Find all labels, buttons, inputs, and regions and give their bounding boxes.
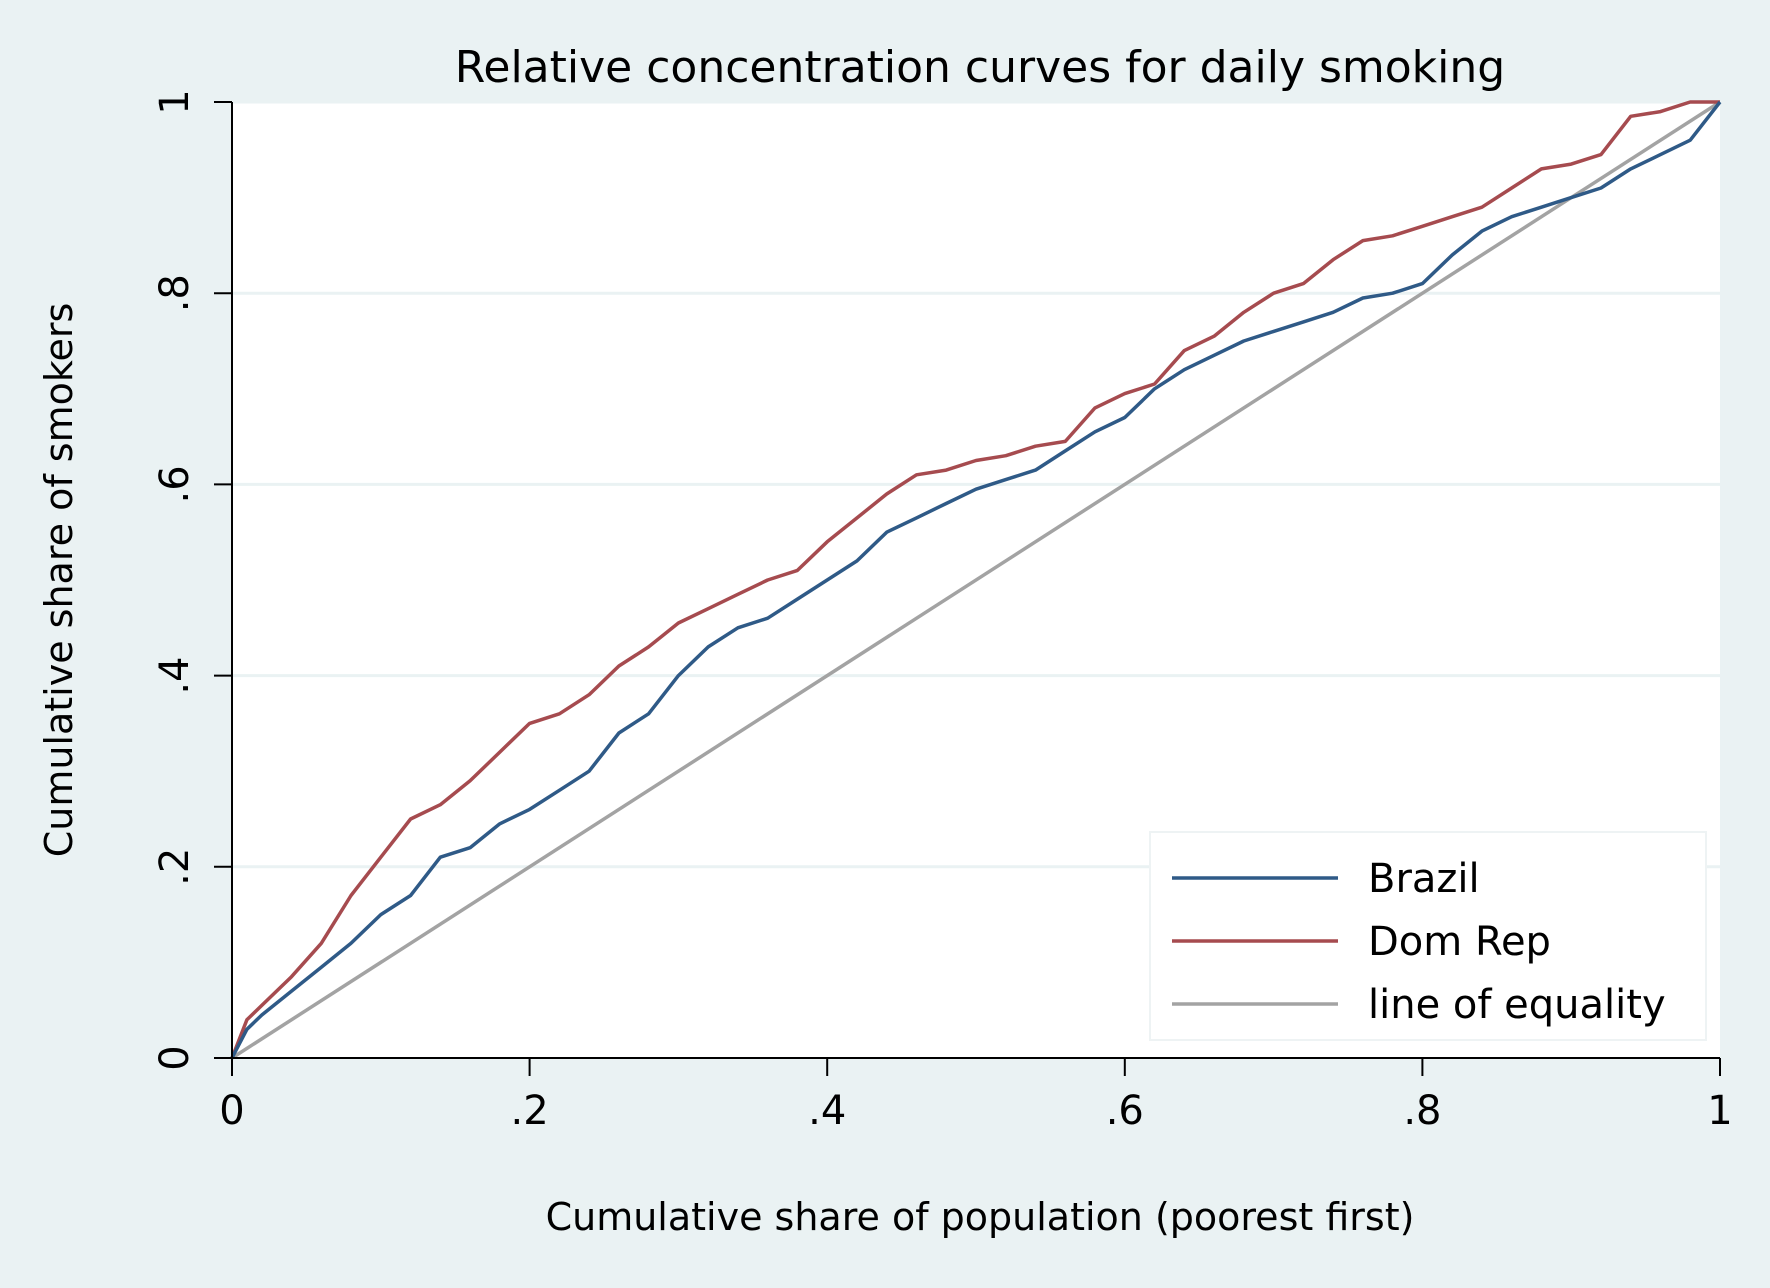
y-tick-label: 1	[152, 89, 198, 114]
axes: 0 .2 .4 .6 .8 1 0 .2 .4 .6 .8 1	[152, 89, 1733, 1134]
x-tick-label: .2	[511, 1088, 549, 1134]
series-line-brazil	[230, 100, 1722, 1059]
x-tick-label: .8	[1403, 1088, 1441, 1134]
legend-label-brazil: Brazil	[1368, 856, 1480, 902]
legend-label-dom-rep: Dom Rep	[1368, 919, 1551, 965]
x-tick-label: .4	[808, 1088, 846, 1134]
x-axis-title: Cumulative share of population (poorest …	[546, 1195, 1415, 1239]
y-axis-title: Cumulative share of smokers	[37, 303, 81, 858]
series-line-dom-rep	[230, 100, 1720, 1059]
legend-label-line-of-equality: line of equality	[1368, 982, 1666, 1028]
x-tick-label: 0	[219, 1088, 244, 1134]
series-line-line-of-equality	[231, 100, 1721, 1060]
y-tick-label: .2	[152, 848, 198, 886]
y-tick-label: .4	[152, 657, 198, 695]
series-lines	[230, 100, 1722, 1060]
y-tick-label: .8	[152, 274, 198, 312]
x-tick-label: .6	[1106, 1088, 1144, 1134]
legend: Brazil Dom Rep line of equality	[1149, 831, 1707, 1041]
y-tick-label: 0	[152, 1045, 198, 1070]
y-tick-label: .6	[152, 465, 198, 503]
x-tick-label: 1	[1707, 1088, 1732, 1134]
chart-title: Relative concentration curves for daily …	[455, 42, 1505, 93]
